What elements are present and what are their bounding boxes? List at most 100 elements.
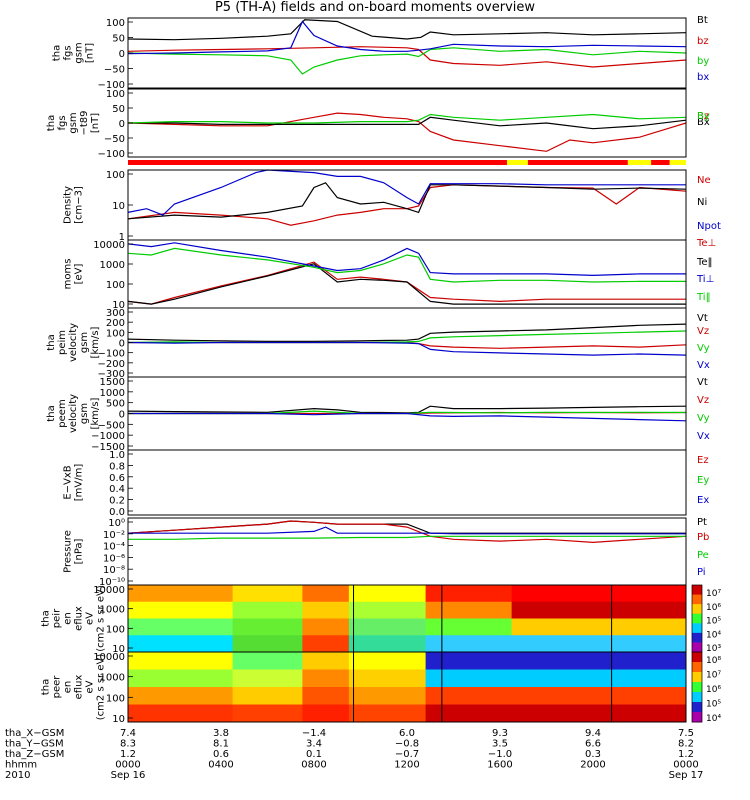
y-tick-label: 10000 xyxy=(93,585,125,596)
y-axis-label: tha xyxy=(46,334,57,350)
y-axis-label: moms xyxy=(63,259,74,290)
colorbar-segment xyxy=(692,613,702,624)
y-tick-label: 100 xyxy=(106,89,125,100)
heatmap-cell xyxy=(302,704,350,723)
y-axis-label: en xyxy=(63,612,74,625)
legend-entry: Ne xyxy=(697,175,711,186)
y-tick-label: −50 xyxy=(104,134,125,145)
legend-entry: Pi xyxy=(697,567,706,578)
colorbar-tick-label: 10⁸ xyxy=(706,656,721,666)
y-axis-label: eV xyxy=(85,680,96,693)
y-axis-label: −t89 xyxy=(79,110,90,135)
heatmap-cell xyxy=(232,687,303,705)
heatmap-cell xyxy=(302,601,350,619)
y-tick-label: 0.8 xyxy=(109,461,125,472)
series-line-bt xyxy=(127,19,687,41)
series-line-bz xyxy=(127,112,687,152)
footer-value: −0.8 xyxy=(395,739,419,750)
y-tick-label: 10⁻⁶ xyxy=(103,553,125,564)
series-line-npot xyxy=(127,169,686,216)
y-axis-label: [km/s] xyxy=(90,397,101,429)
panel-4: Te⊥ Te‖ Ti⊥ Ti‖ 10000 1000 100 10 moms [eV] xyxy=(63,238,717,311)
footer-value: 8.1 xyxy=(213,739,229,750)
footer-row-label: tha_X−GSM xyxy=(5,728,64,739)
y-axis-label: (cm2 s sr eV) xyxy=(96,654,107,721)
legend-entry: Vx xyxy=(697,360,710,371)
y-tick-label: 0.4 xyxy=(109,484,125,495)
footer-value: 2000 xyxy=(580,760,605,771)
legend-entry: bz xyxy=(697,36,709,47)
footer-value: 1.2 xyxy=(120,749,136,760)
y-axis-label: [nPa] xyxy=(74,538,85,564)
y-tick-label: 10 xyxy=(112,644,125,655)
colorbar-segment xyxy=(692,702,702,713)
footer-row-label: tha_Y−GSM xyxy=(5,739,64,750)
heatmap-cell xyxy=(128,669,234,688)
y-tick-label: −200 xyxy=(98,359,125,370)
y-tick-label: −500 xyxy=(98,420,125,431)
heatmap-cell xyxy=(128,652,234,670)
heatmap-cell xyxy=(302,585,350,603)
footer-value: 0000 xyxy=(673,760,698,771)
heatmap-cell xyxy=(232,704,303,723)
footer-row-label: tha_Z−GSM xyxy=(5,749,64,760)
y-tick-label: −1000 xyxy=(91,431,125,442)
series-line-ti xyxy=(127,242,686,277)
colorbar-tick-label: 10⁵ xyxy=(706,617,721,627)
y-axis-label: [nT] xyxy=(85,43,96,63)
y-tick-label: 0 xyxy=(119,49,125,60)
y-tick-label: −1500 xyxy=(91,442,125,453)
mode-bar-segment xyxy=(527,160,628,165)
heatmap-cell xyxy=(425,669,687,688)
mode-bar-segment xyxy=(128,160,507,165)
y-axis-label: peer xyxy=(52,675,63,699)
y-tick-label: 0 xyxy=(119,119,125,130)
footer-value: −0.7 xyxy=(395,749,419,760)
legend-entry: Ti‖ xyxy=(696,292,711,303)
y-axis-label: tha xyxy=(46,405,57,421)
y-tick-label: −50 xyxy=(104,65,125,76)
legend-entry: Vx xyxy=(697,431,710,442)
footer-value: −1.0 xyxy=(488,749,512,760)
heatmap-cell xyxy=(128,601,234,619)
y-tick-label: 1000 xyxy=(100,260,125,271)
y-tick-label: 1 xyxy=(119,232,125,243)
heatmap-cell xyxy=(232,618,303,636)
y-tick-label: 50 xyxy=(112,104,125,115)
y-axis-label: en xyxy=(63,681,74,694)
y-axis-label: gsm xyxy=(74,42,85,63)
panel-frame xyxy=(127,169,687,241)
y-axis-label: tha xyxy=(41,679,52,695)
legend-entry: Vz xyxy=(697,326,709,337)
footer-value: −1.4 xyxy=(302,728,326,739)
colorbar-tick-label: 10⁵ xyxy=(706,700,721,710)
colorbar-frame xyxy=(691,651,703,723)
footer-value: 6.0 xyxy=(399,728,415,739)
colorbar-tick-label: 10⁶ xyxy=(706,685,721,695)
footer-value: 1600 xyxy=(487,760,512,771)
y-tick-label: −100 xyxy=(98,149,125,160)
footer-row-label: 2010 xyxy=(5,770,30,781)
y-axis-label: Density xyxy=(63,186,74,224)
colorbar-tick-label: 10⁶ xyxy=(706,603,721,613)
footer-value: 9.4 xyxy=(585,728,601,739)
y-axis-label: peim xyxy=(57,330,68,355)
colorbar-segment xyxy=(692,662,702,673)
mode-bar-segment xyxy=(669,160,686,165)
mode-bar-segment xyxy=(651,160,670,165)
legend-entry: Ni xyxy=(697,197,707,208)
y-tick-label: 300 xyxy=(106,308,125,319)
heatmap-cell xyxy=(425,601,513,619)
y-tick-label: 1000 xyxy=(100,388,125,399)
colorbar-tick-label: 10³ xyxy=(706,644,721,654)
panel-frame xyxy=(127,449,687,516)
y-tick-label: 10 xyxy=(112,714,125,725)
y-tick-label: 100 xyxy=(106,18,125,29)
legend-entry: by xyxy=(697,56,709,67)
y-axis-label: eV xyxy=(85,612,96,625)
heatmap-cell xyxy=(348,618,427,636)
y-tick-label: 100 xyxy=(106,170,125,181)
y-axis-label: velocity xyxy=(68,323,79,362)
